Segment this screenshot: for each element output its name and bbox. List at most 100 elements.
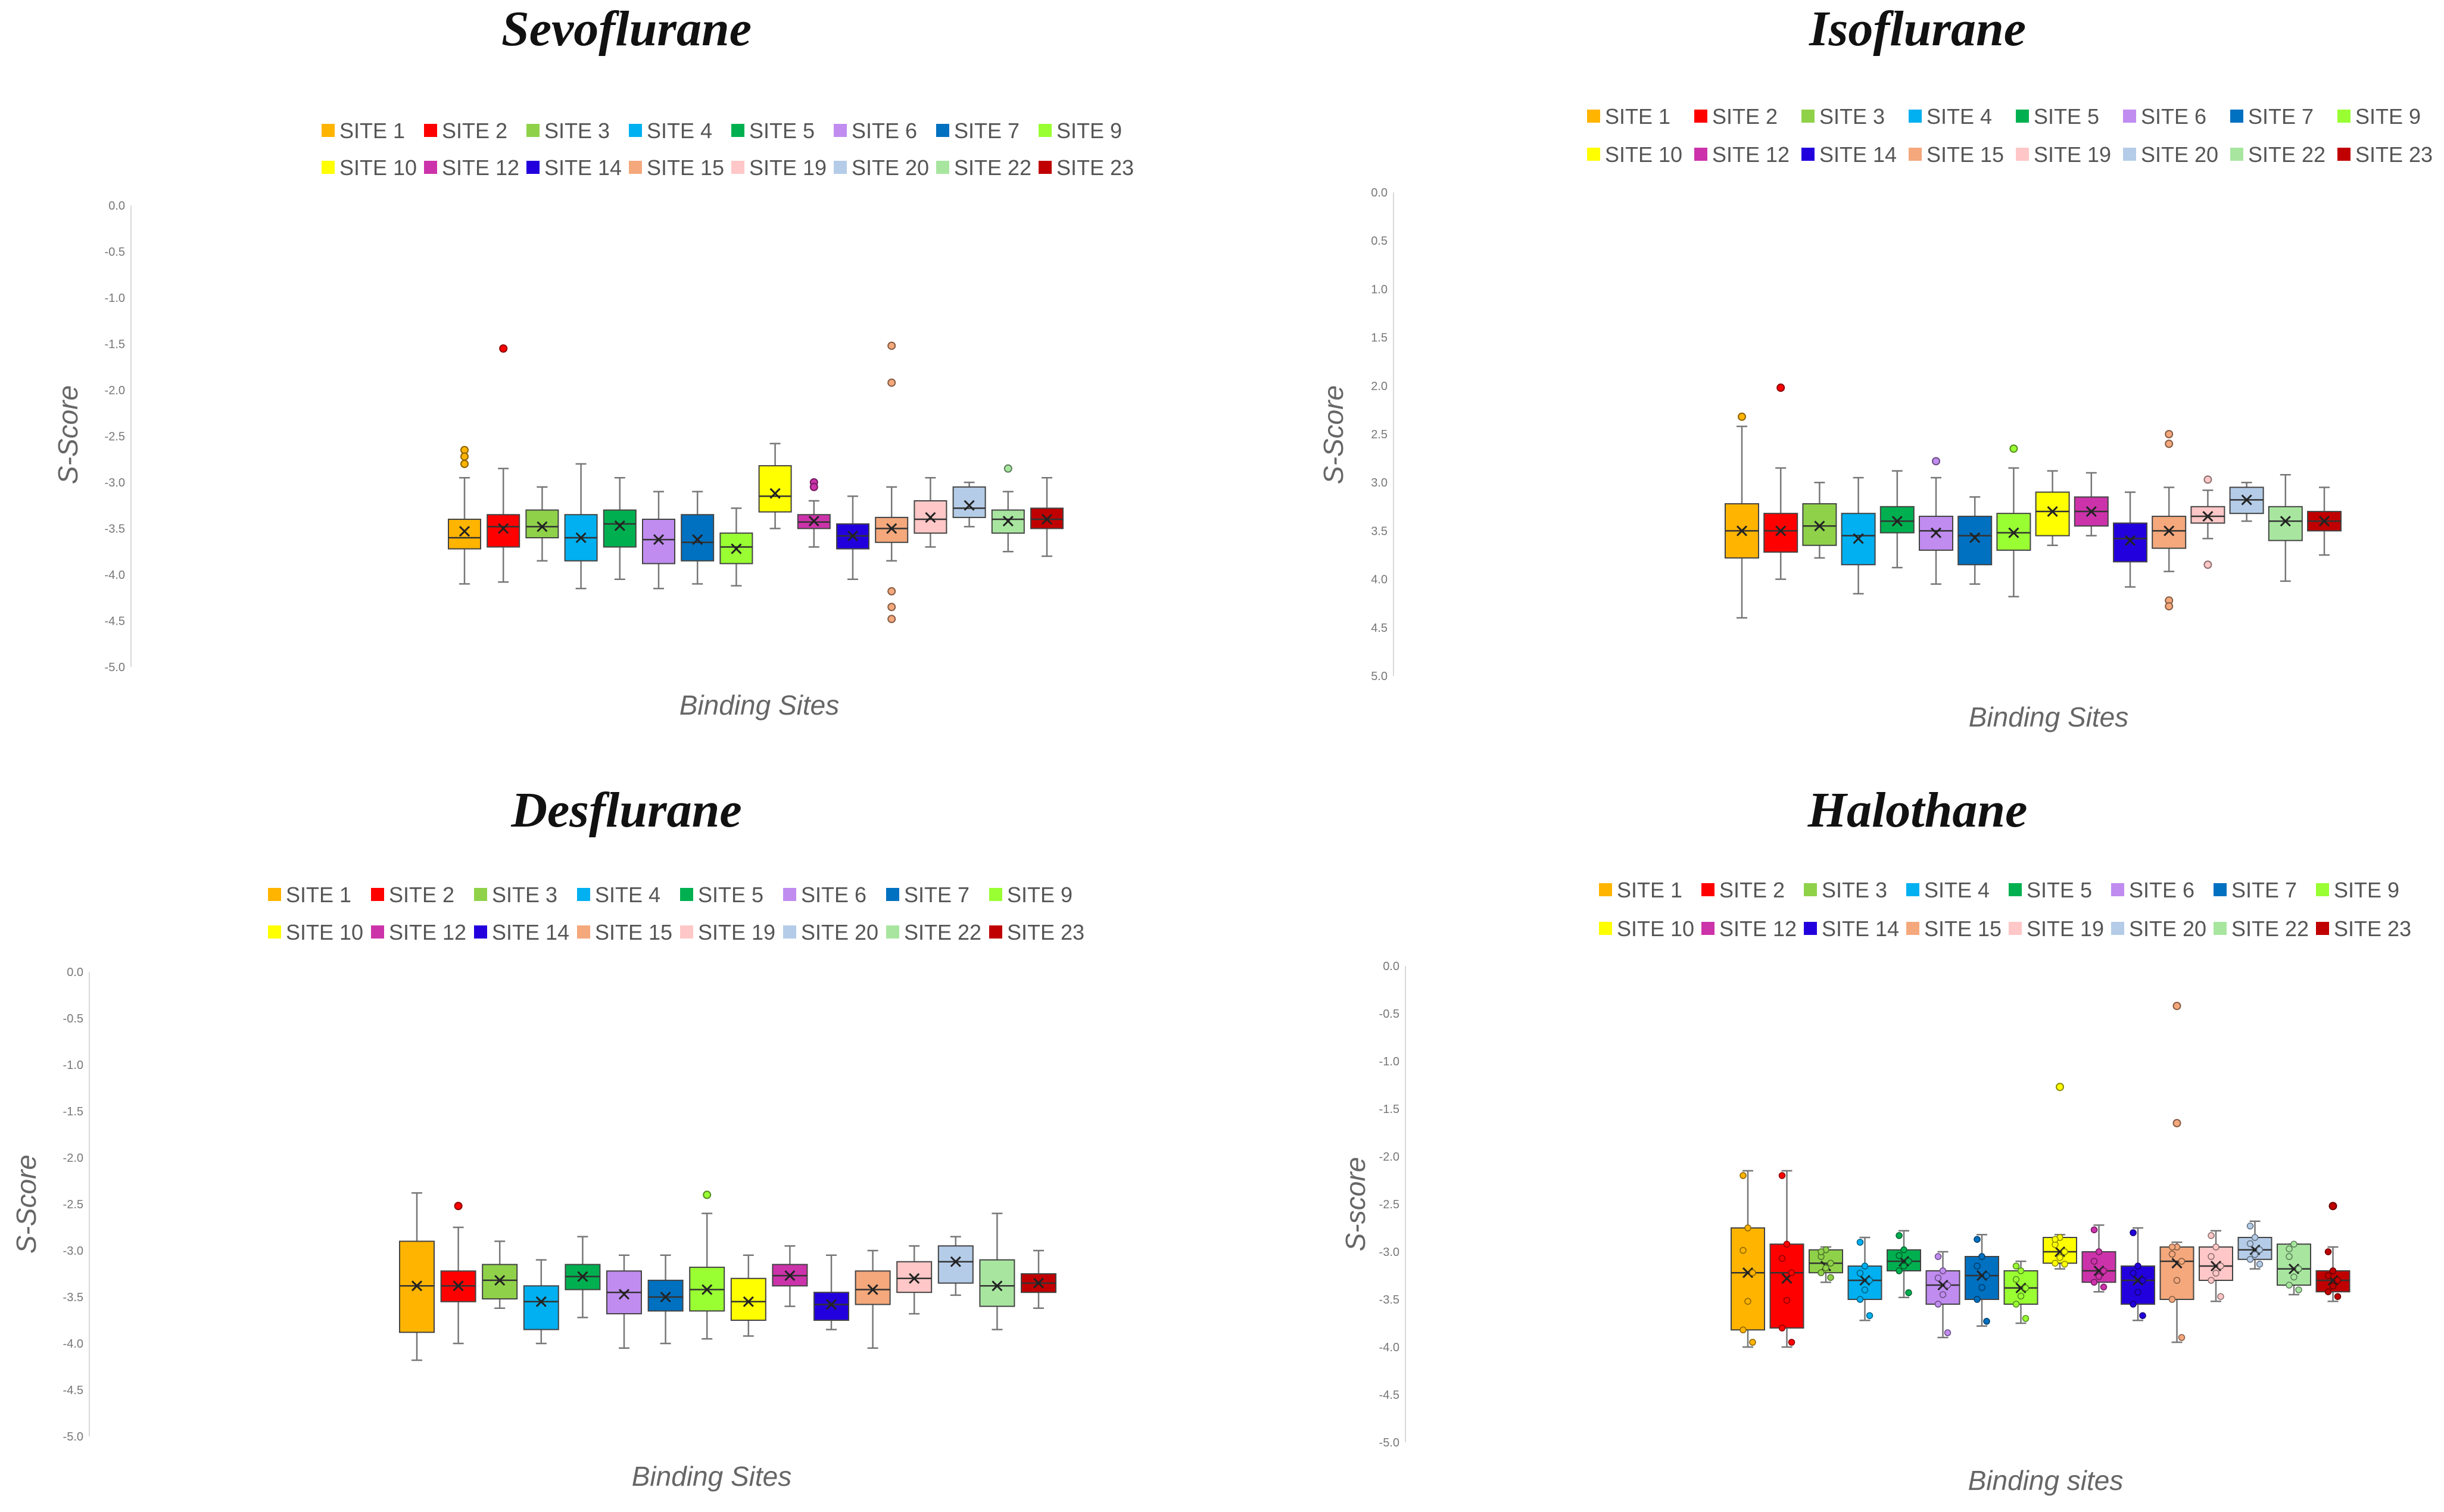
x-axis-title: Binding Sites <box>679 690 840 721</box>
box-body <box>647 1279 684 1312</box>
legend-label: SITE 19 <box>2027 916 2104 941</box>
data-point <box>2090 1258 2098 1265</box>
data-point <box>2246 1223 2254 1230</box>
outlier-point <box>499 344 508 353</box>
legend-swatch <box>268 888 281 901</box>
mean-marker <box>731 543 742 554</box>
data-point <box>2208 1232 2215 1239</box>
mean-marker <box>2202 510 2214 522</box>
box-site-12 <box>2081 1224 2116 1293</box>
legend-swatch <box>834 124 847 137</box>
data-point <box>2061 1248 2068 1255</box>
box-site-20 <box>937 1236 974 1296</box>
data-point <box>2208 1277 2215 1284</box>
legend-label: SITE 1 <box>339 119 405 143</box>
data-point <box>1934 1301 1942 1308</box>
legend-swatch <box>2123 110 2136 123</box>
outlier-point <box>2165 602 2174 611</box>
data-point <box>2178 1258 2186 1265</box>
mean-marker <box>453 1280 464 1292</box>
data-point <box>2286 1282 2293 1289</box>
data-point <box>2212 1270 2219 1277</box>
box-site-10 <box>758 442 792 529</box>
halothane-boxplot: SITE 1 SITE 2 SITE 3 SITE 4 SITE 5 SITE 6 SITE… <box>1340 878 2411 1496</box>
y-tick-label: -0.5 <box>1379 1008 1399 1021</box>
box-site-19 <box>2199 1230 2233 1302</box>
data-point <box>2256 1246 2264 1254</box>
y-tick-label: 3.5 <box>1371 525 1388 538</box>
box-site-22 <box>2268 473 2303 582</box>
legend-label: SITE 22 <box>954 155 1031 180</box>
data-point <box>2329 1267 2337 1274</box>
box-body <box>2159 1246 2194 1300</box>
legend-swatch <box>322 124 335 137</box>
data-point <box>1749 1269 1756 1276</box>
box-site-15 <box>2159 1002 2194 1343</box>
box-body <box>1769 1243 1804 1329</box>
legend-label: SITE 20 <box>801 920 878 944</box>
data-point <box>2100 1283 2108 1290</box>
mean-marker <box>825 1299 837 1310</box>
outlier-point <box>460 452 469 461</box>
data-point <box>1740 1172 1747 1179</box>
outlier-point <box>2172 1119 2181 1127</box>
box-site-2 <box>1769 1170 1804 1348</box>
box-body <box>642 519 675 565</box>
data-point <box>1934 1274 1942 1282</box>
box-site-15 <box>875 341 909 623</box>
y-axis-title: S-Score <box>1318 385 1349 484</box>
x-axis-title: Binding Sites <box>632 1461 792 1492</box>
data-point <box>2061 1261 2068 1268</box>
data-point <box>2217 1262 2224 1270</box>
outlier-point <box>454 1202 463 1211</box>
box-site-4 <box>523 1259 559 1345</box>
legend-label: SITE 5 <box>749 119 815 143</box>
legend-swatch <box>2316 883 2329 896</box>
legend-swatch <box>526 161 540 174</box>
y-tick-label: 0.5 <box>1371 235 1388 248</box>
legend-swatch <box>1587 148 1600 161</box>
legend-label: SITE 5 <box>698 883 763 907</box>
mean-marker <box>743 1296 754 1307</box>
outlier-point <box>460 460 469 468</box>
y-tick-label: 4.5 <box>1371 622 1388 635</box>
data-point <box>2173 1277 2181 1284</box>
data-point <box>2168 1251 2176 1258</box>
data-point <box>2134 1262 2141 1270</box>
legend-swatch <box>1906 883 1919 896</box>
y-tick-label: -2.0 <box>105 384 125 397</box>
legend-label: SITE 20 <box>2141 142 2218 167</box>
mean-marker <box>1736 525 1748 537</box>
mean-marker <box>2241 494 2252 506</box>
data-point <box>1896 1267 1903 1274</box>
outlier-point <box>2165 439 2174 448</box>
mean-marker <box>411 1280 423 1292</box>
data-point <box>2334 1277 2342 1284</box>
legend-swatch <box>1701 883 1714 896</box>
box-body <box>1925 1270 1960 1305</box>
legend-swatch <box>2337 148 2351 161</box>
box-body <box>1763 513 1798 553</box>
box-site-5 <box>1887 1230 1921 1299</box>
outlier-point <box>2328 1202 2337 1211</box>
box-site-23 <box>1021 1249 1056 1309</box>
outlier-point <box>1776 384 1785 392</box>
box-body <box>2121 1265 2155 1305</box>
data-point <box>1856 1239 1864 1246</box>
legend-swatch <box>1804 922 1817 935</box>
outlier-point <box>887 587 896 596</box>
mean-marker <box>1814 520 1825 532</box>
legend-swatch <box>2009 883 2022 896</box>
legend-label: SITE 19 <box>2034 142 2111 167</box>
legend-label: SITE 14 <box>492 920 569 944</box>
legend-swatch <box>731 124 744 137</box>
outlier-point <box>887 341 896 350</box>
mean-marker <box>1930 527 1942 538</box>
mean-marker <box>618 1289 630 1300</box>
data-point <box>2251 1251 2259 1258</box>
box-body <box>937 1245 974 1284</box>
outlier-point <box>703 1190 712 1199</box>
legend-swatch <box>2016 110 2029 123</box>
box-site-10 <box>2043 1083 2077 1270</box>
box-body <box>1965 1256 1999 1300</box>
